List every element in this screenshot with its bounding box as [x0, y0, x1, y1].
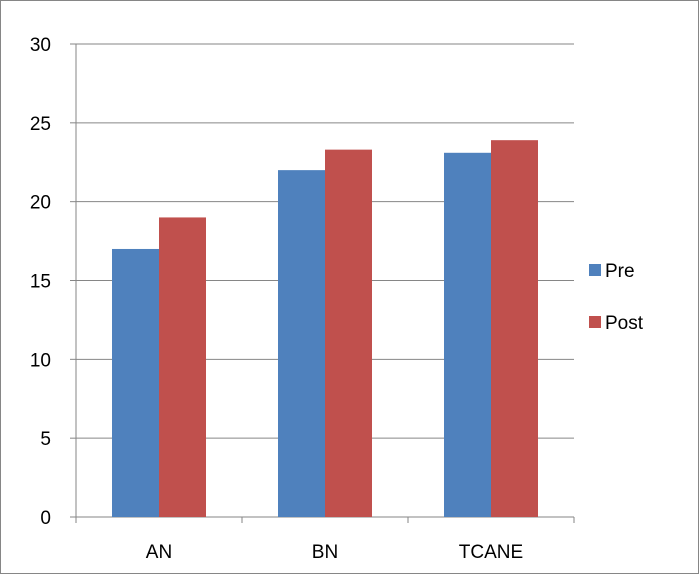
bar-pre-tcane: [444, 152, 491, 518]
x-tick-label: TCANE: [459, 542, 523, 563]
bar-post-an: [159, 217, 206, 517]
legend-swatch-post: [589, 316, 601, 328]
y-axis-tick-labels: 0 5 10 15 20 25 30: [30, 35, 51, 529]
bars: [112, 140, 538, 518]
y-tick-label: 10: [30, 350, 51, 371]
bar-post-bn: [325, 149, 372, 518]
legend-swatch-pre: [589, 264, 601, 276]
y-tick-label: 25: [30, 114, 51, 135]
legend-label-pre: Pre: [605, 261, 635, 282]
y-tick-label: 0: [40, 508, 51, 529]
y-tick-label: 5: [40, 429, 51, 450]
x-tick-label: AN: [146, 542, 172, 563]
bar-post-tcane: [491, 140, 538, 517]
y-tick-label: 30: [30, 35, 51, 56]
y-tick-label: 20: [30, 193, 51, 214]
y-tick-label: 15: [30, 272, 51, 293]
bar-pre-bn: [278, 170, 325, 517]
x-axis-tick-labels: AN BN TCANE: [146, 542, 523, 563]
legend: Pre Post: [589, 261, 644, 334]
x-tick-label: BN: [312, 542, 338, 563]
bar-pre-an: [112, 248, 159, 517]
legend-label-post: Post: [605, 313, 644, 334]
